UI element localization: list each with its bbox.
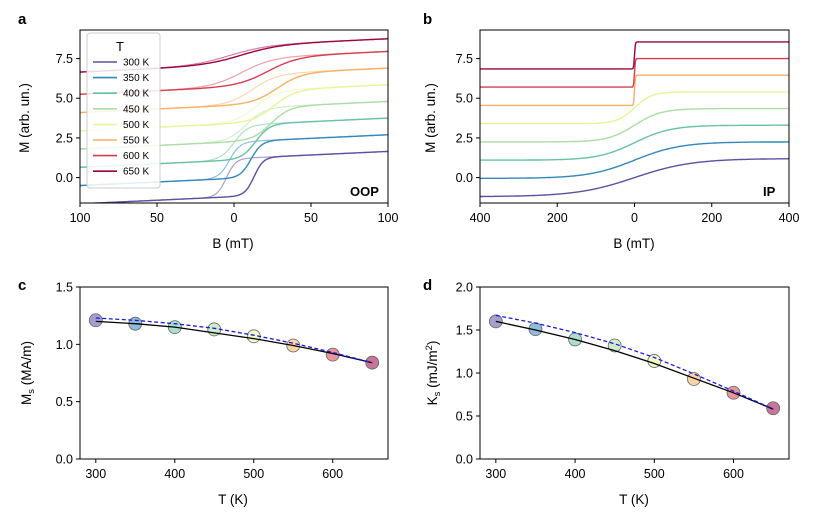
x-tick-label: 0 [231,211,238,225]
ip-curve-650K [480,41,789,70]
y-tick-label: 5.0 [56,92,73,106]
ip-curve-450K [480,107,789,143]
panel-a-ylabel: M (arb. un.) [17,83,32,153]
x-tick-label: 0 [631,211,638,225]
x-tick-label: 400 [470,211,491,225]
legend-entry: 650 K [123,167,149,178]
panel-d-frame [479,286,790,460]
panel-b: b 400 200 0 200 400 0.0 2.5 5.0 7.5 IP B (mT) M … [423,11,799,251]
x-tick-label: 50 [304,211,318,225]
oop-curve-300K [81,150,388,203]
ip-curve-350K [480,141,789,180]
panel-a: a 100 50 0 50 100 0.0 2.5 5.0 7.5 T 300 K 350 K 400… [17,11,398,251]
x-tick-label: 600 [723,467,744,481]
x-tick-label: 300 [85,467,106,481]
panel-letter-a: a [18,11,27,28]
legend-entry: 350 K [123,73,149,84]
y-tick-label: 7.5 [456,52,473,66]
y-tick-label: 0.5 [456,410,473,424]
x-tick-label: 600 [322,467,343,481]
y-tick-label: 5.0 [456,92,473,106]
ip-curve-400K [480,124,789,161]
data-point-300K [88,313,103,328]
legend-entry: 550 K [123,136,149,147]
panel-c-xlabel: T (K) [218,492,248,507]
y-tick-label: 1.0 [56,338,73,352]
panel-a-legend: T 300 K 350 K 400 K 450 K 500 K 550 K 600 K 650 … [86,32,161,189]
panel-c: c 300 400 500 600 0.0 0.5 1.0 1.5 T (K) Ms (MA/… [18,277,389,507]
panel-c-ylabel-main: M [19,394,34,405]
panel-d-plot [488,314,781,416]
panel-d-axes: 300 400 500 600 0.0 0.5 1.0 1.5 2.0 [456,281,790,481]
legend-entry: 300 K [123,58,149,69]
panel-d: d 300 400 500 600 0.0 0.5 1.0 1.5 2.0 T (K) Ks (… [423,277,790,507]
data-point-550K [687,372,701,386]
x-tick-label: 500 [243,467,264,481]
y-tick-label: 1.5 [56,281,73,295]
y-tick-label: 2.0 [456,281,473,295]
x-tick-label: 500 [644,467,665,481]
y-tick-label: 0.0 [456,453,473,467]
y-tick-label: 0.0 [56,453,73,467]
x-tick-label: 300 [485,467,506,481]
ip-curve-600K [480,57,789,88]
legend-box [86,32,161,189]
x-tick-label: 200 [701,211,722,225]
y-tick-label: 2.5 [456,131,473,145]
panel-d-ylabel-unit: (mJ/m [425,350,440,391]
panel-c-plot [88,313,380,370]
panel-b-ylabel: M (arb. un.) [423,83,438,153]
y-tick-label: 0.0 [56,171,73,185]
y-tick-label: 1.0 [456,367,473,381]
x-tick-label: 400 [565,467,586,481]
panel-d-ylabel: Ks (mJ/m2) [424,341,443,406]
panel-b-axes: 400 200 0 200 400 0.0 2.5 5.0 7.5 [456,29,800,225]
panel-d-ylabel-close: ) [425,341,440,346]
legend-title: T [116,39,124,54]
x-tick-label: 100 [378,211,399,225]
panel-a-axes: 100 50 0 50 100 0.0 2.5 5.0 7.5 [56,29,399,225]
ip-label: IP [763,184,776,199]
fit-line-dashed [495,314,774,410]
panel-d-ylabel-sub: s [432,391,443,396]
panel-d-xlabel: T (K) [619,492,649,507]
y-tick-label: 1.5 [456,324,473,338]
y-tick-label: 2.5 [56,131,73,145]
panel-letter-b: b [423,11,432,28]
fit-line-solid [95,320,373,364]
x-tick-label: 100 [70,211,91,225]
panel-b-xlabel: B (mT) [613,236,654,251]
x-tick-label: 400 [779,211,800,225]
x-tick-label: 400 [164,467,185,481]
panel-d-ylabel-sup: 2 [424,345,435,350]
panel-c-ylabel: Ms (MA/m) [19,341,37,405]
legend-entry: 600 K [123,151,149,162]
legend-entry: 400 K [123,89,149,100]
oop-label: OOP [350,184,379,199]
ip-curve-550K [480,74,789,107]
panel-c-frame [79,286,389,460]
fit-line-dashed [95,317,373,364]
ip-curve-500K [480,91,789,125]
legend-entry: 450 K [123,104,149,115]
fit-line-solid [495,320,774,410]
panel-letter-c: c [18,277,26,294]
data-point-650K [766,401,781,416]
panel-a-xlabel: B (mT) [212,236,253,251]
panel-c-ylabel-unit: (MA/m) [19,341,34,389]
panel-letter-d: d [423,277,432,294]
panel-c-ylabel-sub: s [26,389,37,394]
ip-curve-300K [480,158,789,198]
panel-c-axes: 300 400 500 600 0.0 0.5 1.0 1.5 [56,281,389,481]
y-tick-label: 0.5 [56,395,73,409]
y-tick-label: 7.5 [56,52,73,66]
y-tick-label: 0.0 [456,171,473,185]
x-tick-label: 200 [547,211,568,225]
panel-b-plot [480,41,789,198]
x-tick-label: 50 [150,211,164,225]
legend-entry: 500 K [123,120,149,131]
panel-d-ylabel-main: K [425,396,440,405]
